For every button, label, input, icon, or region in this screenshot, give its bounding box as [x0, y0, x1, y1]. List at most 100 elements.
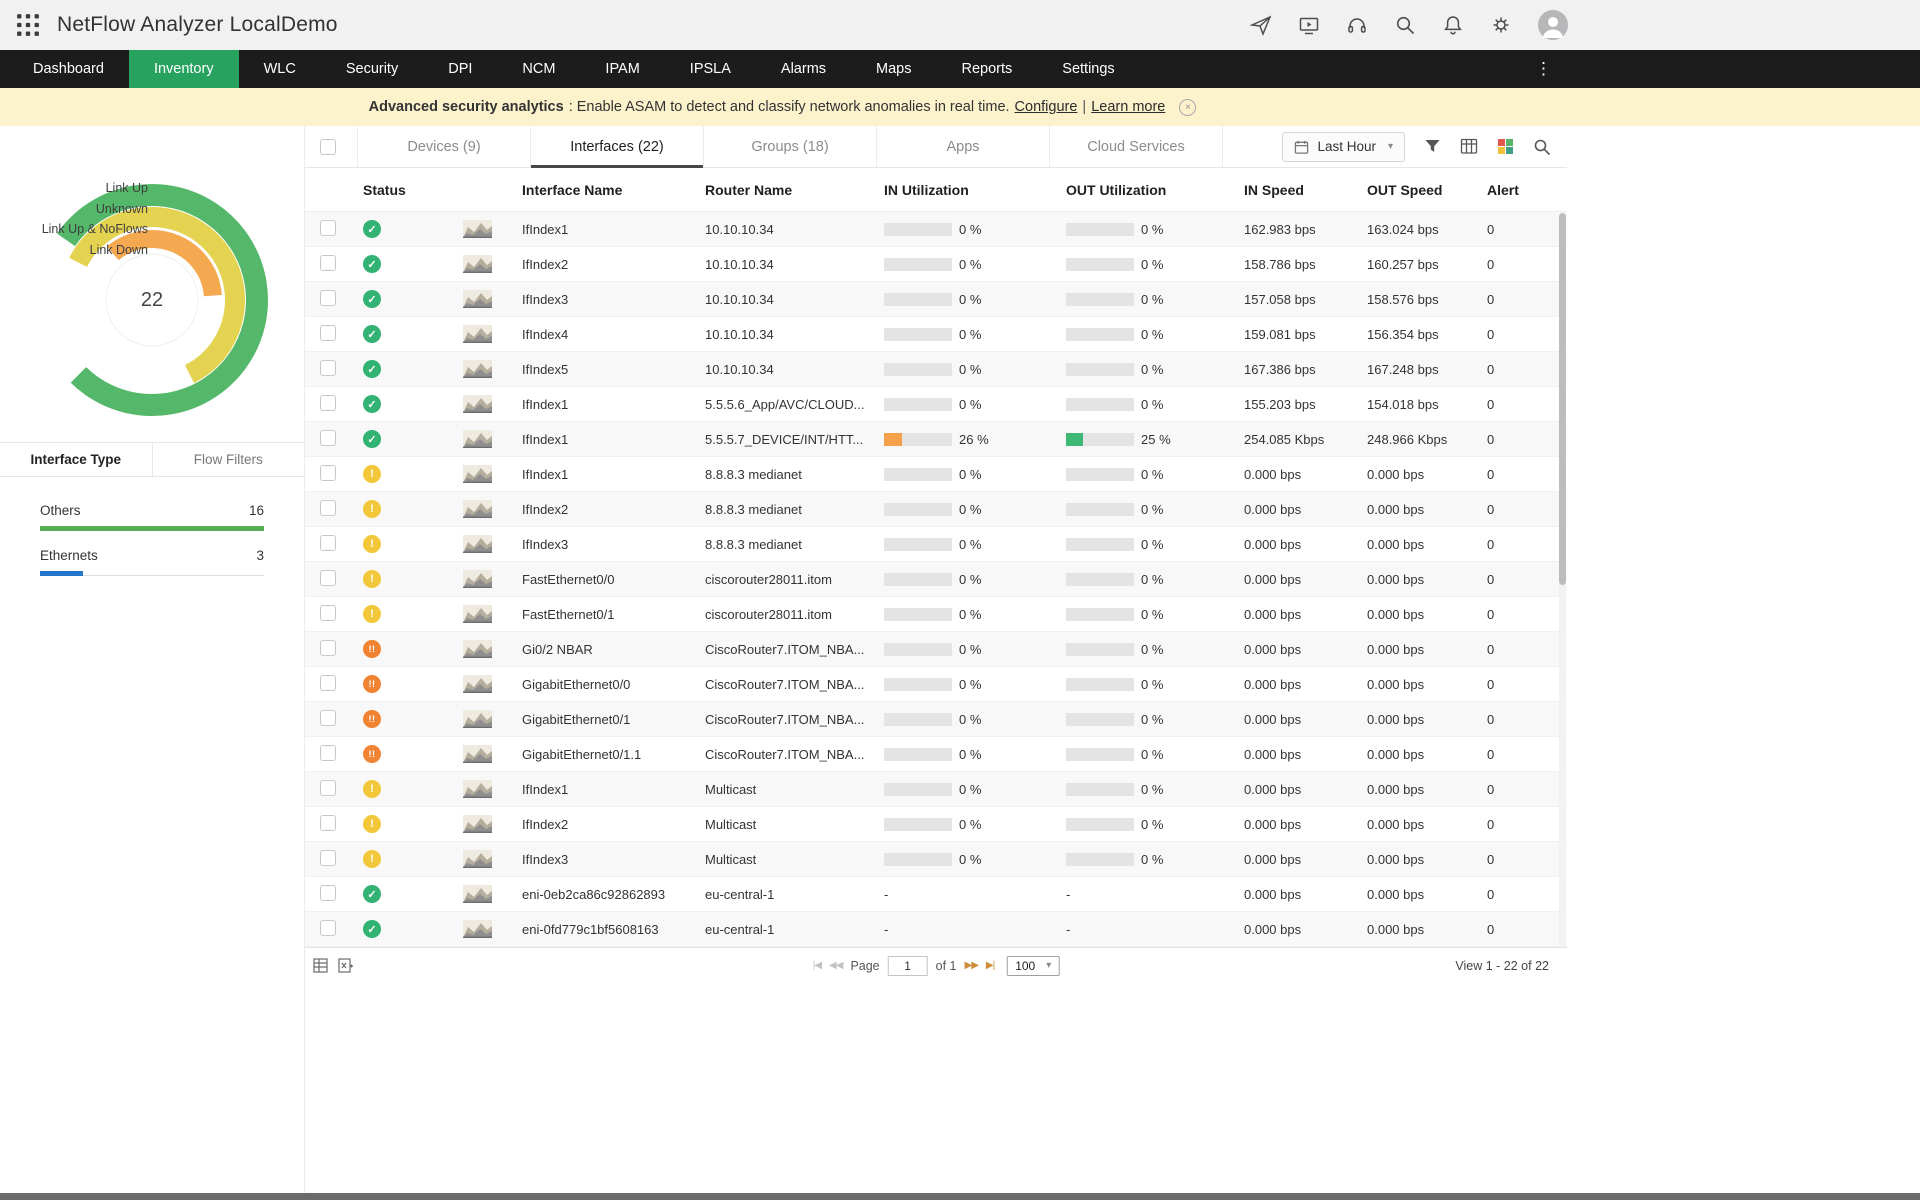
- interface-name-link[interactable]: IfIndex1: [522, 781, 569, 797]
- traffic-graph-icon[interactable]: [463, 745, 522, 763]
- traffic-graph-icon[interactable]: [463, 850, 522, 868]
- router-name-link[interactable]: 5.5.5.6_App/AVC/CLOUD...: [705, 396, 865, 412]
- alert-count[interactable]: 0: [1487, 326, 1495, 342]
- nav-item-reports[interactable]: Reports: [961, 61, 1013, 77]
- alert-count[interactable]: 0: [1487, 501, 1495, 517]
- row-checkbox[interactable]: [320, 849, 336, 866]
- router-name-link[interactable]: 10.10.10.34: [705, 361, 774, 377]
- interface-name-link[interactable]: IfIndex2: [522, 816, 569, 832]
- interface-name-link[interactable]: IfIndex5: [522, 361, 569, 377]
- interface-name-link[interactable]: IfIndex1: [522, 466, 569, 482]
- alert-count[interactable]: 0: [1487, 676, 1495, 692]
- first-page-button[interactable]: |◀: [812, 960, 822, 971]
- col-in-speed[interactable]: IN Speed: [1244, 181, 1304, 198]
- traffic-graph-icon[interactable]: [463, 465, 522, 483]
- alert-count[interactable]: 0: [1487, 711, 1495, 727]
- row-checkbox[interactable]: [320, 569, 336, 586]
- row-checkbox[interactable]: [320, 674, 336, 691]
- interface-name-link[interactable]: GigabitEthernet0/1.1: [522, 746, 642, 762]
- configure-link[interactable]: Configure: [1014, 99, 1078, 115]
- traffic-graph-icon[interactable]: [463, 325, 522, 343]
- banner-close-icon[interactable]: ×: [1179, 98, 1197, 116]
- interface-name-link[interactable]: IfIndex2: [522, 256, 569, 272]
- alert-count[interactable]: 0: [1487, 641, 1495, 657]
- apps-grid-icon[interactable]: [16, 13, 40, 37]
- table-search-icon[interactable]: [1533, 138, 1551, 156]
- router-name-link[interactable]: Multicast: [705, 816, 757, 832]
- time-range-selector[interactable]: Last Hour ▾: [1282, 131, 1405, 162]
- row-checkbox[interactable]: [320, 604, 336, 621]
- traffic-graph-icon[interactable]: [463, 780, 522, 798]
- router-name-link[interactable]: eu-central-1: [705, 921, 775, 937]
- col-interface-name[interactable]: Interface Name: [522, 181, 623, 198]
- traffic-graph-icon[interactable]: [463, 290, 522, 308]
- col-in-utilization[interactable]: IN Utilization: [884, 181, 969, 198]
- row-checkbox[interactable]: [320, 744, 336, 761]
- user-avatar[interactable]: [1538, 10, 1568, 40]
- interface-name-link[interactable]: IfIndex1: [522, 431, 569, 447]
- traffic-graph-icon[interactable]: [463, 535, 522, 553]
- interface-name-link[interactable]: Gi0/2 NBAR: [522, 641, 593, 657]
- alert-count[interactable]: 0: [1487, 466, 1495, 482]
- nav-item-dpi[interactable]: DPI: [448, 61, 473, 77]
- sidebar-tab-flow-filters[interactable]: Flow Filters: [151, 443, 305, 476]
- traffic-graph-icon[interactable]: [463, 815, 522, 833]
- scrollbar-thumb[interactable]: [1559, 213, 1566, 585]
- donut-chart[interactable]: [22, 170, 282, 430]
- traffic-graph-icon[interactable]: [463, 710, 522, 728]
- traffic-graph-icon[interactable]: [463, 395, 522, 413]
- nav-item-alarms[interactable]: Alarms: [780, 61, 827, 77]
- row-checkbox[interactable]: [320, 639, 336, 656]
- settings-gear-icon[interactable]: [1490, 14, 1512, 36]
- view-tab-groups[interactable]: Groups (18): [704, 126, 877, 167]
- page-number-input[interactable]: [887, 955, 928, 976]
- interface-name-link[interactable]: GigabitEthernet0/1: [522, 711, 631, 727]
- filter-icon[interactable]: [1424, 139, 1441, 154]
- row-checkbox[interactable]: [320, 254, 336, 271]
- nav-item-ipam[interactable]: IPAM: [605, 61, 640, 77]
- router-name-link[interactable]: CiscoRouter7.ITOM_NBA...: [705, 746, 865, 762]
- row-checkbox[interactable]: [320, 324, 336, 341]
- router-name-link[interactable]: 8.8.8.3 medianet: [705, 466, 802, 482]
- alert-count[interactable]: 0: [1487, 291, 1495, 307]
- nav-item-maps[interactable]: Maps: [876, 61, 912, 77]
- traffic-graph-icon[interactable]: [463, 920, 522, 938]
- col-router-name[interactable]: Router Name: [705, 181, 793, 198]
- router-name-link[interactable]: 5.5.5.7_DEVICE/INT/HTT...: [705, 431, 864, 447]
- nav-item-settings[interactable]: Settings: [1062, 61, 1115, 77]
- last-page-button[interactable]: ▶|: [985, 960, 995, 971]
- view-tab-devices[interactable]: Devices (9): [358, 126, 531, 167]
- router-name-link[interactable]: ciscorouter28011.itom: [705, 571, 832, 587]
- interface-name-link[interactable]: IfIndex3: [522, 851, 569, 867]
- interface-name-link[interactable]: FastEthernet0/0: [522, 571, 615, 587]
- alert-count[interactable]: 0: [1487, 746, 1495, 762]
- traffic-graph-icon[interactable]: [463, 605, 522, 623]
- row-checkbox[interactable]: [320, 219, 336, 236]
- traffic-graph-icon[interactable]: [463, 255, 522, 273]
- traffic-graph-icon[interactable]: [463, 360, 522, 378]
- screen-demo-icon[interactable]: [1298, 14, 1320, 36]
- col-status[interactable]: Status: [363, 181, 406, 198]
- view-tab-interfaces[interactable]: Interfaces (22): [531, 126, 704, 168]
- export-icon[interactable]: [338, 958, 354, 973]
- col-alert[interactable]: Alert: [1487, 181, 1519, 198]
- col-out-utilization[interactable]: OUT Utilization: [1066, 181, 1167, 198]
- row-checkbox[interactable]: [320, 464, 336, 481]
- interface-type-row-others[interactable]: Others 16: [40, 503, 264, 531]
- router-name-link[interactable]: CiscoRouter7.ITOM_NBA...: [705, 641, 865, 657]
- traffic-graph-icon[interactable]: [463, 500, 522, 518]
- alert-count[interactable]: 0: [1487, 221, 1495, 237]
- next-page-button[interactable]: ▶▶: [964, 960, 979, 971]
- alert-count[interactable]: 0: [1487, 396, 1495, 412]
- row-checkbox[interactable]: [320, 709, 336, 726]
- row-checkbox[interactable]: [320, 289, 336, 306]
- alert-count[interactable]: 0: [1487, 256, 1495, 272]
- router-name-link[interactable]: 10.10.10.34: [705, 221, 774, 237]
- interface-name-link[interactable]: IfIndex2: [522, 501, 569, 517]
- traffic-graph-icon[interactable]: [463, 570, 522, 588]
- heatmap-view-icon[interactable]: [1497, 138, 1514, 155]
- router-name-link[interactable]: 10.10.10.34: [705, 291, 774, 307]
- row-checkbox[interactable]: [320, 499, 336, 516]
- nav-item-wlc[interactable]: WLC: [263, 61, 296, 77]
- interface-name-link[interactable]: IfIndex3: [522, 536, 569, 552]
